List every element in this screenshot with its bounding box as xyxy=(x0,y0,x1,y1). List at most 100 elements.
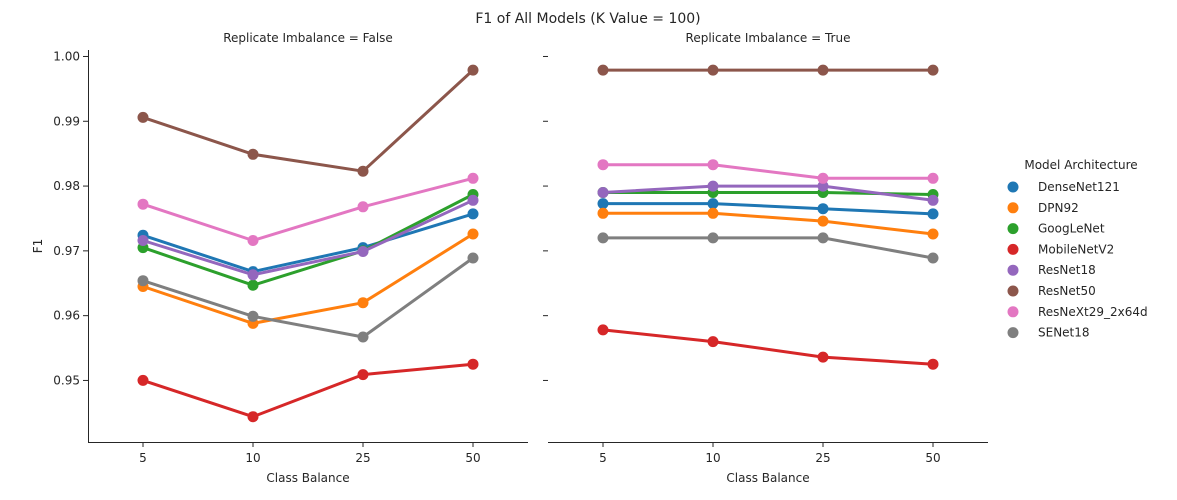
legend-item: MobileNetV2 xyxy=(1007,242,1114,256)
data-point xyxy=(597,187,609,198)
data-point xyxy=(467,252,479,264)
data-point xyxy=(707,159,719,171)
data-point xyxy=(707,198,719,210)
data-point xyxy=(357,369,369,381)
series-resnext29_2x64d xyxy=(597,159,939,184)
series-senet18 xyxy=(137,252,479,343)
series-line xyxy=(603,236,934,260)
legend-label: SENet18 xyxy=(1038,326,1090,340)
series-dpn92 xyxy=(137,228,479,329)
data-point xyxy=(817,203,829,215)
series-resnet18 xyxy=(137,194,479,281)
data-point xyxy=(817,172,829,184)
legend-marker xyxy=(1007,285,1019,297)
data-point xyxy=(137,235,149,246)
data-point xyxy=(137,198,149,210)
data-point xyxy=(137,275,149,287)
data-point xyxy=(927,194,939,206)
legend-marker xyxy=(1007,327,1019,339)
legend-item: SENet18 xyxy=(1007,326,1090,340)
series-line xyxy=(602,328,934,366)
legend-item: ResNet18 xyxy=(1007,263,1096,277)
series-line xyxy=(142,256,474,339)
series-resnext29_2x64d xyxy=(137,172,479,246)
legend-label: ResNet18 xyxy=(1038,263,1096,277)
data-point xyxy=(137,374,149,386)
x-axis-label: Class Balance xyxy=(266,471,349,485)
chart-title: F1 of All Models (K Value = 100) xyxy=(475,11,700,27)
series-line xyxy=(142,193,474,287)
data-point xyxy=(817,64,829,76)
series-line xyxy=(142,232,474,325)
series-resnet18 xyxy=(597,180,939,206)
legend-title: Model Architecture xyxy=(1024,158,1137,172)
data-point xyxy=(597,159,609,171)
data-point xyxy=(707,64,719,76)
legend-marker xyxy=(1007,306,1019,318)
x-tick-label: 50 xyxy=(925,451,940,465)
data-point xyxy=(467,208,479,220)
y-axis-label: F1 xyxy=(31,239,45,254)
data-point xyxy=(247,148,259,160)
legend-label: ResNet50 xyxy=(1038,284,1096,298)
data-point xyxy=(357,201,369,213)
data-point xyxy=(597,198,609,210)
data-point xyxy=(597,64,609,76)
data-point xyxy=(467,64,479,76)
legend-item: DenseNet121 xyxy=(1007,180,1120,194)
y-tick-label: 0.95 xyxy=(53,373,80,387)
y-tick-label: 0.96 xyxy=(53,309,80,323)
data-point xyxy=(357,165,369,177)
y-tick-label: 0.97 xyxy=(53,244,80,258)
data-point xyxy=(597,207,609,219)
series-mobilenetv2 xyxy=(597,324,939,370)
legend-marker xyxy=(1007,264,1019,276)
data-point xyxy=(357,246,369,257)
x-axis-label: Class Balance xyxy=(726,471,809,485)
legend-marker xyxy=(1007,223,1019,235)
y-tick-label: 0.99 xyxy=(53,114,80,128)
y-tick-label: 1.00 xyxy=(53,49,80,63)
data-point xyxy=(597,232,609,244)
data-point xyxy=(467,194,479,206)
legend-item: GoogLeNet xyxy=(1007,222,1105,236)
data-point xyxy=(927,64,939,76)
data-point xyxy=(817,180,829,192)
legend-item: DPN92 xyxy=(1007,201,1079,215)
series-densenet121 xyxy=(597,198,939,220)
data-point xyxy=(927,172,939,184)
panel-replicate-false: Replicate Imbalance = False 0.95 0.96 0.97… xyxy=(31,31,528,485)
series-line xyxy=(602,184,934,202)
data-point xyxy=(247,279,259,291)
series-senet18 xyxy=(597,232,939,264)
legend-marker xyxy=(1007,181,1019,193)
data-point xyxy=(467,172,479,184)
series-resnet50 xyxy=(137,64,479,177)
data-point xyxy=(467,358,479,370)
data-point xyxy=(707,180,719,192)
x-tick-label: 5 xyxy=(139,451,147,465)
legend-marker xyxy=(1007,202,1019,214)
legend-label: ResNeXt29_2x64d xyxy=(1038,305,1148,319)
series-line xyxy=(142,198,474,277)
data-point xyxy=(707,207,719,219)
legend-label: GoogLeNet xyxy=(1038,222,1105,236)
series-line xyxy=(603,211,934,236)
data-point xyxy=(357,331,369,343)
data-point xyxy=(817,351,829,363)
series-line xyxy=(142,362,474,419)
data-point xyxy=(817,215,829,227)
data-point xyxy=(247,235,259,246)
data-point xyxy=(247,269,259,281)
data-point xyxy=(247,411,259,423)
data-point xyxy=(927,358,939,370)
legend-label: DPN92 xyxy=(1038,201,1079,215)
panel-title-false: Replicate Imbalance = False xyxy=(223,31,393,45)
x-tick-label: 5 xyxy=(599,451,607,465)
legend-item: ResNeXt29_2x64d xyxy=(1007,305,1148,319)
series-resnet50 xyxy=(597,64,939,76)
legend-marker xyxy=(1007,243,1019,255)
data-point xyxy=(467,228,479,240)
data-point xyxy=(927,228,939,240)
